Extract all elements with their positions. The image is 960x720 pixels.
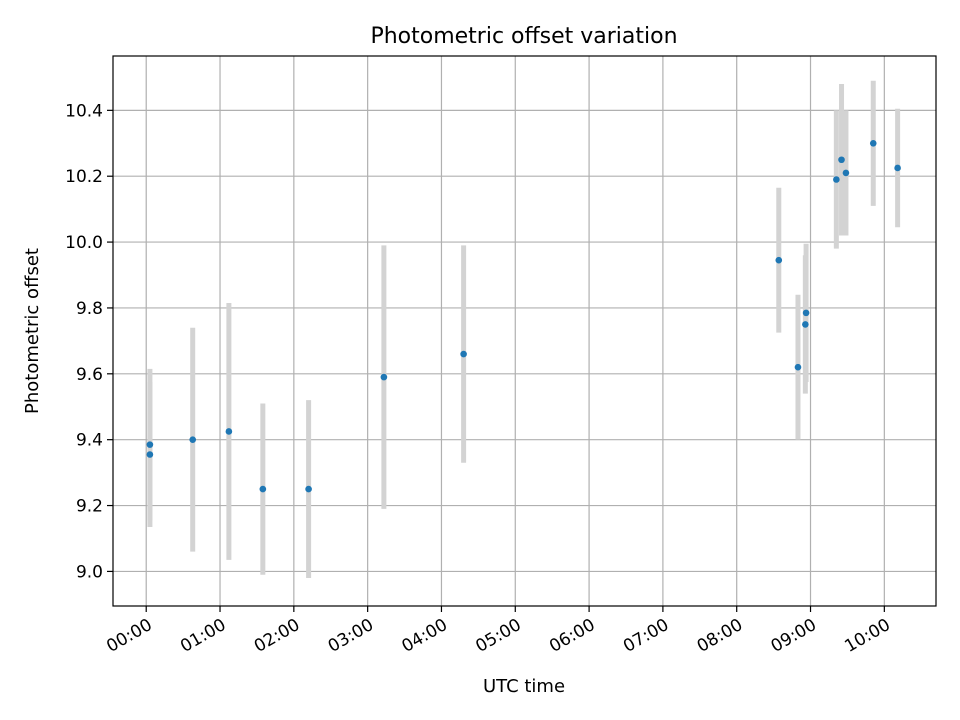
chart-title: Photometric offset variation xyxy=(370,24,677,49)
data-point xyxy=(380,373,388,381)
data-points xyxy=(146,139,901,493)
y-tick-label: 9.6 xyxy=(76,365,103,385)
data-point xyxy=(460,350,467,358)
data-point xyxy=(259,485,267,493)
error-bars xyxy=(147,80,901,579)
data-point xyxy=(833,176,840,183)
data-point xyxy=(146,441,154,448)
data-point xyxy=(775,256,783,264)
x-tick-label: 02:00 xyxy=(251,615,303,657)
data-point xyxy=(869,139,877,147)
y-axis-ticks: 9.0 9.2 9.4 9.6 9.8 10.0 10.2 10.4 xyxy=(65,101,113,582)
data-point xyxy=(225,428,233,435)
data-point xyxy=(838,156,845,164)
y-tick-label: 9.8 xyxy=(76,299,103,319)
x-tick-label: 10:00 xyxy=(841,615,893,657)
data-point xyxy=(802,309,810,317)
y-tick-label: 9.0 xyxy=(76,562,103,582)
y-tick-label: 10.2 xyxy=(65,167,103,187)
y-tick-label: 10.0 xyxy=(65,233,103,253)
data-point xyxy=(146,451,154,458)
data-point xyxy=(802,321,809,328)
y-tick-label: 9.4 xyxy=(76,431,103,451)
y-tick-label: 10.4 xyxy=(65,101,103,121)
x-tick-label: 03:00 xyxy=(325,615,377,657)
x-tick-label: 06:00 xyxy=(546,615,598,657)
grid-lines xyxy=(113,56,936,606)
x-tick-label: 08:00 xyxy=(694,615,746,657)
data-point xyxy=(794,363,802,371)
x-tick-label: 04:00 xyxy=(399,615,451,657)
x-axis-ticks: 00:00 01:00 02:00 03:00 04:00 05:00 06:00 07:00… xyxy=(103,606,894,657)
data-point xyxy=(189,436,197,443)
x-tick-label: 00:00 xyxy=(103,615,155,657)
y-axis-label: Photometric offset xyxy=(22,248,43,414)
data-point xyxy=(894,164,901,172)
x-axis-label: UTC time xyxy=(483,676,565,697)
x-tick-label: 09:00 xyxy=(768,615,820,657)
plot-frame xyxy=(112,55,937,607)
data-point xyxy=(305,485,312,493)
data-point xyxy=(842,169,850,177)
x-tick-label: 07:00 xyxy=(620,615,672,657)
x-tick-label: 01:00 xyxy=(177,615,229,657)
x-tick-label: 05:00 xyxy=(472,615,524,657)
y-tick-label: 9.2 xyxy=(76,497,103,517)
